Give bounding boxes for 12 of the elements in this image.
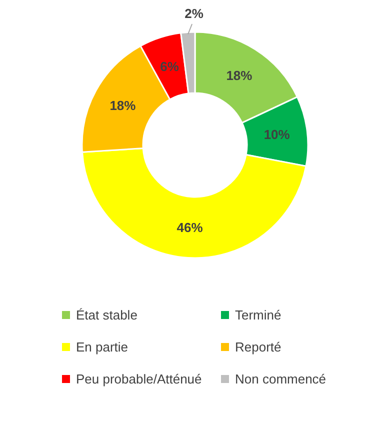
legend-label: État stable [76, 308, 138, 322]
data-label: 46% [176, 220, 204, 235]
legend-label: Terminé [235, 308, 282, 322]
legend-label: Non commencé [235, 372, 326, 386]
data-label: 10% [264, 127, 290, 142]
legend-label: Reporté [235, 340, 282, 354]
legend-label: Peu probable/Atténué [76, 372, 202, 386]
legend-label: En partie [76, 340, 128, 354]
data-label: 18% [226, 68, 253, 83]
data-label: 18% [110, 98, 136, 113]
data-label: 6% [160, 59, 180, 74]
data-label: 2% [184, 6, 204, 21]
